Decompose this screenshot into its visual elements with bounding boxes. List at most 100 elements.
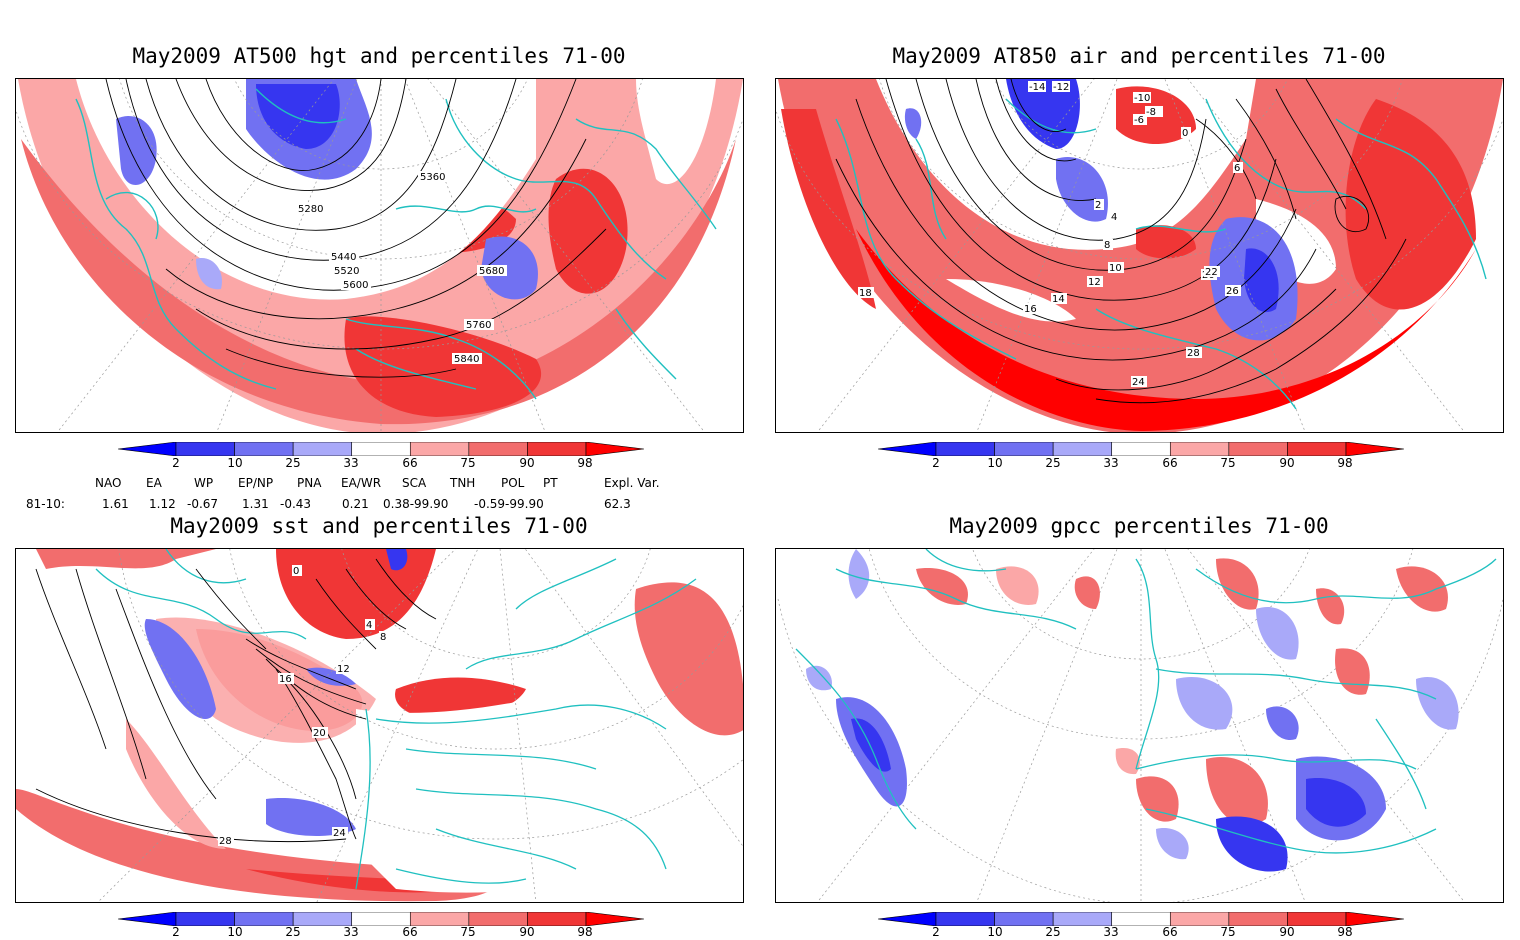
contour-label: 0 — [1182, 128, 1188, 139]
colorbar-swatch — [877, 441, 937, 457]
contour-label: 22 — [1205, 267, 1218, 278]
panel-title-sst: May2009 sst and percentiles 71-00 — [170, 514, 588, 538]
warm-anomaly-band — [21, 139, 736, 425]
contour-label: 24 — [333, 828, 346, 839]
colorbar-swatch — [1169, 441, 1230, 457]
coastlines — [835, 98, 1487, 410]
warm-anomaly-south — [856, 229, 1476, 431]
colorbar-swatch — [1287, 911, 1347, 927]
colorbar-swatch — [994, 441, 1054, 457]
colorbar-swatch — [1111, 441, 1171, 457]
colorbar-swatch — [527, 911, 587, 927]
colorbar-label: 2 — [172, 456, 180, 470]
index-header: EP/NP — [238, 476, 274, 490]
colorbar-swatch — [1169, 911, 1230, 927]
colorbar-swatch — [1345, 441, 1405, 457]
colorbar-label: 75 — [460, 456, 476, 470]
contour-label: -14 — [1029, 82, 1045, 93]
colorbar-label: 98 — [1337, 925, 1353, 939]
contour-label: 2 — [1095, 200, 1101, 211]
map-air: -14 -12 -10 -8 -6 0 6 2 4 8 10 12 14 16 … — [776, 79, 1503, 432]
colorbar-swatch — [175, 911, 235, 927]
colorbar-swatch — [292, 441, 353, 457]
colorbar-label: 10 — [227, 925, 243, 939]
contour-label: 5600 — [343, 280, 368, 291]
colorbar-labels-bottom-left: 2 10 25 33 66 75 90 98 — [118, 925, 644, 940]
colorbar-label: 75 — [460, 925, 476, 939]
map-gpcc — [777, 549, 1503, 902]
colorbar-swatch — [1111, 911, 1171, 927]
colorbar-swatch — [1052, 911, 1113, 927]
contour-label: -12 — [1053, 82, 1069, 93]
contour-label: 12 — [337, 664, 350, 675]
warm-anomaly-north — [36, 549, 216, 569]
colorbar-label: 2 — [172, 925, 180, 939]
cold-anomaly-canada — [116, 115, 157, 186]
cold-anomaly-small — [306, 667, 356, 686]
cold-anomaly-small — [904, 108, 922, 139]
colorbar-labels-bottom-right: 2 10 25 33 66 75 90 98 — [878, 925, 1404, 940]
warm-anomaly-east — [634, 582, 743, 736]
colorbar-swatch — [1228, 911, 1288, 927]
contour-label: 5360 — [420, 172, 445, 183]
colorbar-label: 75 — [1220, 925, 1236, 939]
colorbar-bottom-right — [877, 911, 1405, 927]
colorbar-swatch — [1345, 911, 1405, 927]
cold-anomaly-core — [1244, 248, 1279, 313]
index-row-label: 81-10: — [26, 497, 65, 511]
colorbar-swatch — [468, 441, 528, 457]
contour-label: -10 — [1134, 93, 1150, 104]
colorbar-swatch — [1228, 441, 1288, 457]
colorbar-label: 90 — [1279, 925, 1295, 939]
colorbar-label: 90 — [1279, 456, 1295, 470]
contour-label: -8 — [1146, 107, 1156, 118]
grid-lines — [776, 79, 1503, 432]
index-value: -0.43 — [280, 497, 312, 511]
colorbar-label: 2 — [932, 456, 940, 470]
colorbar-label: 10 — [987, 456, 1003, 470]
neutral-region-2 — [946, 279, 1076, 322]
colorbar-label: 25 — [285, 456, 301, 470]
contour-label: 5520 — [334, 266, 359, 277]
colorbar-swatch — [117, 441, 177, 457]
colorbar-label: 25 — [285, 925, 301, 939]
map-hgt: 5360 5280 5440 5520 5600 5680 5760 5840 — [16, 79, 743, 432]
colorbar-swatch — [234, 911, 294, 927]
index-header: Expl. Var. — [604, 476, 660, 490]
contour-label: 16 — [1024, 304, 1037, 315]
colorbar-label: 66 — [1162, 925, 1178, 939]
colorbar-label: 90 — [519, 925, 535, 939]
colorbar-swatch — [994, 911, 1054, 927]
index-header: PNA — [297, 476, 322, 490]
index-value: 1.61 — [102, 497, 129, 511]
colorbar-label: 33 — [343, 925, 359, 939]
colorbar-swatch — [351, 911, 411, 927]
colorbar-label: 90 — [519, 456, 535, 470]
neutral-region — [76, 79, 536, 300]
index-value: 1.31 — [242, 497, 269, 511]
grid-lines — [777, 549, 1503, 902]
map-panel-air: -14 -12 -10 -8 -6 0 6 2 4 8 10 12 14 16 … — [775, 78, 1504, 433]
colorbar-label: 10 — [227, 456, 243, 470]
index-value: -0.59-99.90 — [474, 497, 544, 511]
height-contours — [105, 79, 607, 378]
colorbar-swatches — [877, 441, 1405, 457]
warm-anomaly-west — [126, 719, 226, 849]
colorbar-label: 98 — [1337, 456, 1353, 470]
colorbar-swatch — [409, 441, 470, 457]
colorbar-labels-top-left: 2 10 25 33 66 75 90 98 — [118, 456, 644, 472]
colorbar-swatch — [409, 911, 470, 927]
index-header: POL — [501, 476, 525, 490]
indices-value-row: 81-10: 1.61 1.12 -0.67 1.31 -0.43 0.21 0… — [0, 497, 700, 512]
contour-label: 26 — [1226, 286, 1239, 297]
colorbar-label: 66 — [402, 925, 418, 939]
colorbar-swatch — [468, 911, 528, 927]
contour-label: 12 — [1088, 277, 1101, 288]
contour-label: 24 — [1132, 377, 1145, 388]
land-mask — [356, 689, 662, 893]
index-header: TNH — [450, 476, 476, 490]
contour-label: 10 — [1109, 263, 1122, 274]
grid-lines — [97, 549, 743, 902]
contour-label: 28 — [1187, 348, 1200, 359]
warm-anomaly-labrador — [276, 549, 436, 639]
